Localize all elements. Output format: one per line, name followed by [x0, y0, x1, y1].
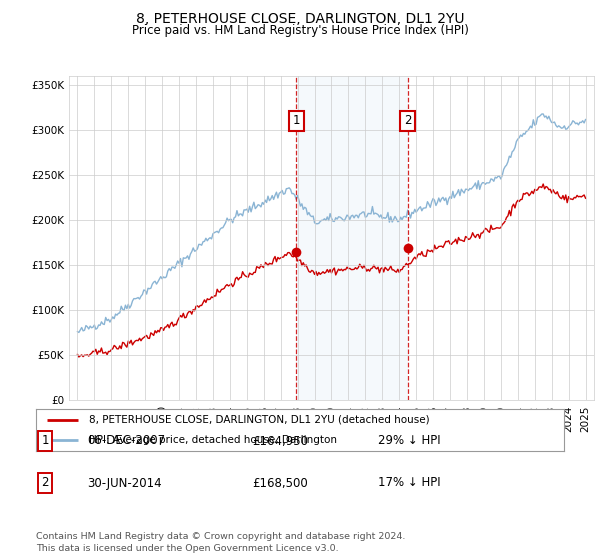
Text: 30-JUN-2014: 30-JUN-2014 [87, 477, 161, 489]
Text: £168,500: £168,500 [252, 477, 308, 489]
Text: 8, PETERHOUSE CLOSE, DARLINGTON, DL1 2YU: 8, PETERHOUSE CLOSE, DARLINGTON, DL1 2YU [136, 12, 464, 26]
Text: Price paid vs. HM Land Registry's House Price Index (HPI): Price paid vs. HM Land Registry's House … [131, 24, 469, 36]
Text: Contains HM Land Registry data © Crown copyright and database right 2024.
This d: Contains HM Land Registry data © Crown c… [36, 533, 406, 553]
Text: HPI: Average price, detached house, Darlington: HPI: Average price, detached house, Darl… [89, 435, 337, 445]
Bar [296, 76, 408, 400]
Text: £164,950: £164,950 [252, 435, 308, 447]
Text: 2: 2 [41, 477, 49, 489]
Text: 2: 2 [404, 114, 412, 127]
Text: 17% ↓ HPI: 17% ↓ HPI [378, 477, 440, 489]
Text: 1: 1 [41, 435, 49, 447]
Text: 06-DEC-2007: 06-DEC-2007 [87, 435, 165, 447]
Text: 1: 1 [293, 114, 300, 127]
Text: 8, PETERHOUSE CLOSE, DARLINGTON, DL1 2YU (detached house): 8, PETERHOUSE CLOSE, DARLINGTON, DL1 2YU… [89, 415, 430, 424]
Text: 29% ↓ HPI: 29% ↓ HPI [378, 435, 440, 447]
